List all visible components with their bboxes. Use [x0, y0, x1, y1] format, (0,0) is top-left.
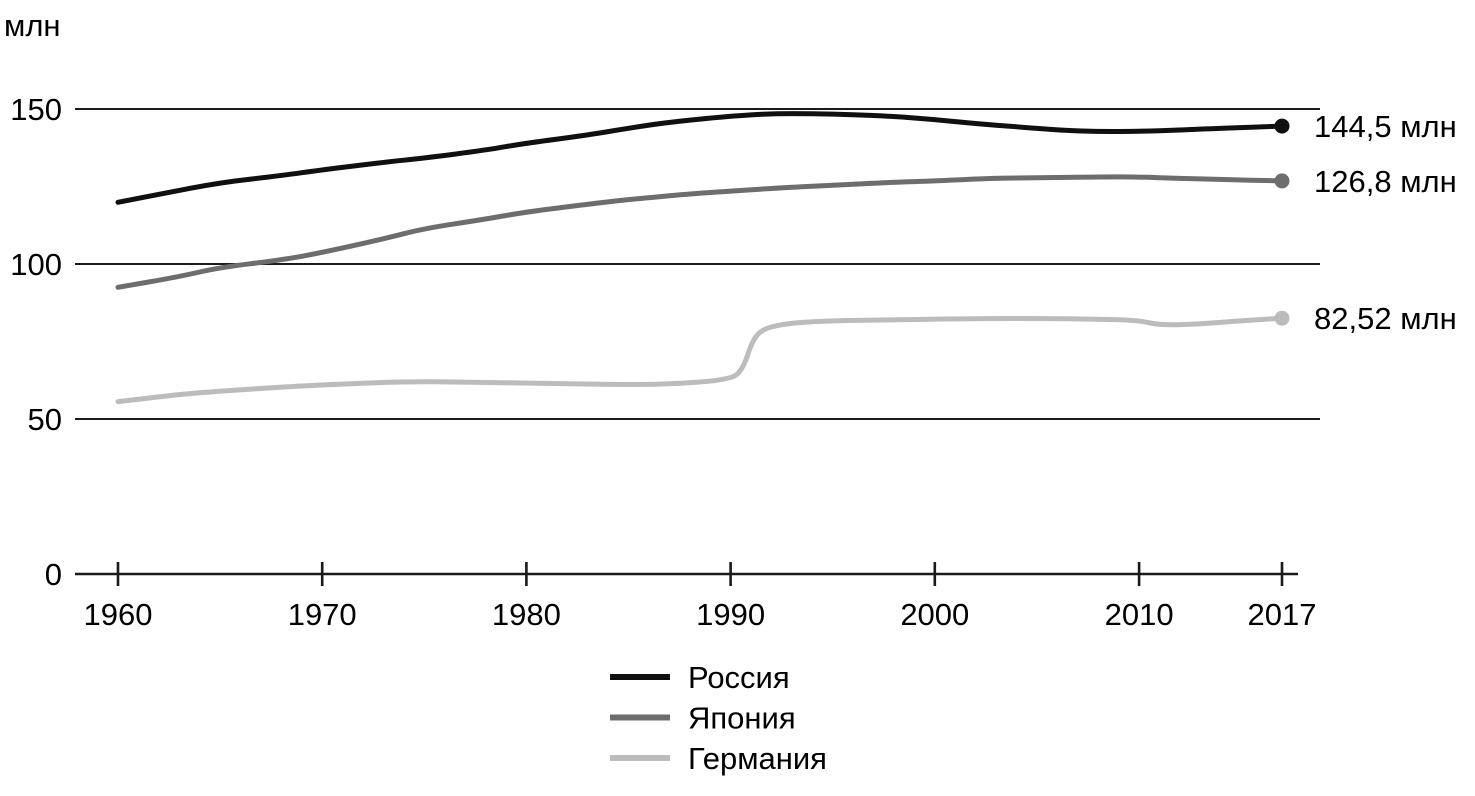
- legend-label-japan: Япония: [688, 701, 796, 736]
- legend: Россия Япония Германия: [610, 660, 827, 776]
- series-line-germany: [115, 315, 1285, 405]
- series-end-value-russia: 144,5 млн: [1314, 109, 1457, 144]
- gridlines: [75, 108, 1320, 576]
- y-tick-label-50: 50: [28, 402, 62, 437]
- legend-item-japan: Япония: [610, 701, 796, 736]
- series-end-value-germany: 82,52 млн: [1314, 301, 1457, 336]
- x-tick-label-2010: 2010: [1105, 597, 1174, 632]
- legend-label-russia: Россия: [688, 660, 790, 695]
- series-lines: [115, 111, 1290, 405]
- series-end-value-japan: 126,8 млн: [1314, 164, 1457, 199]
- x-tick-label-1960: 1960: [84, 597, 153, 632]
- y-tick-label-0: 0: [45, 557, 62, 592]
- x-tick-label-2000: 2000: [900, 597, 969, 632]
- x-tick-label-1990: 1990: [696, 597, 765, 632]
- series-line-japan: [115, 174, 1285, 290]
- x-axis: 1960 1970 1980 1990 2000 2010 2017: [84, 562, 1317, 632]
- series-end-dot-japan: [1274, 173, 1290, 189]
- x-tick-label-2017: 2017: [1248, 597, 1317, 632]
- series-end-dot-germany: [1274, 310, 1290, 326]
- y-axis-unit-label: млн: [4, 8, 61, 43]
- y-axis-tick-labels: 150 100 50 0: [10, 92, 62, 592]
- y-tick-label-100: 100: [10, 247, 62, 282]
- series-line-russia: [115, 111, 1285, 205]
- x-tick-label-1980: 1980: [492, 597, 561, 632]
- legend-item-germany: Германия: [610, 741, 827, 776]
- legend-label-germany: Германия: [688, 741, 827, 776]
- series-end-value-labels: 144,5 млн 126,8 млн 82,52 млн: [1314, 109, 1457, 336]
- series-end-dot-russia: [1274, 118, 1290, 134]
- x-tick-label-1970: 1970: [288, 597, 357, 632]
- legend-item-russia: Россия: [610, 660, 790, 695]
- y-tick-label-150: 150: [10, 92, 62, 127]
